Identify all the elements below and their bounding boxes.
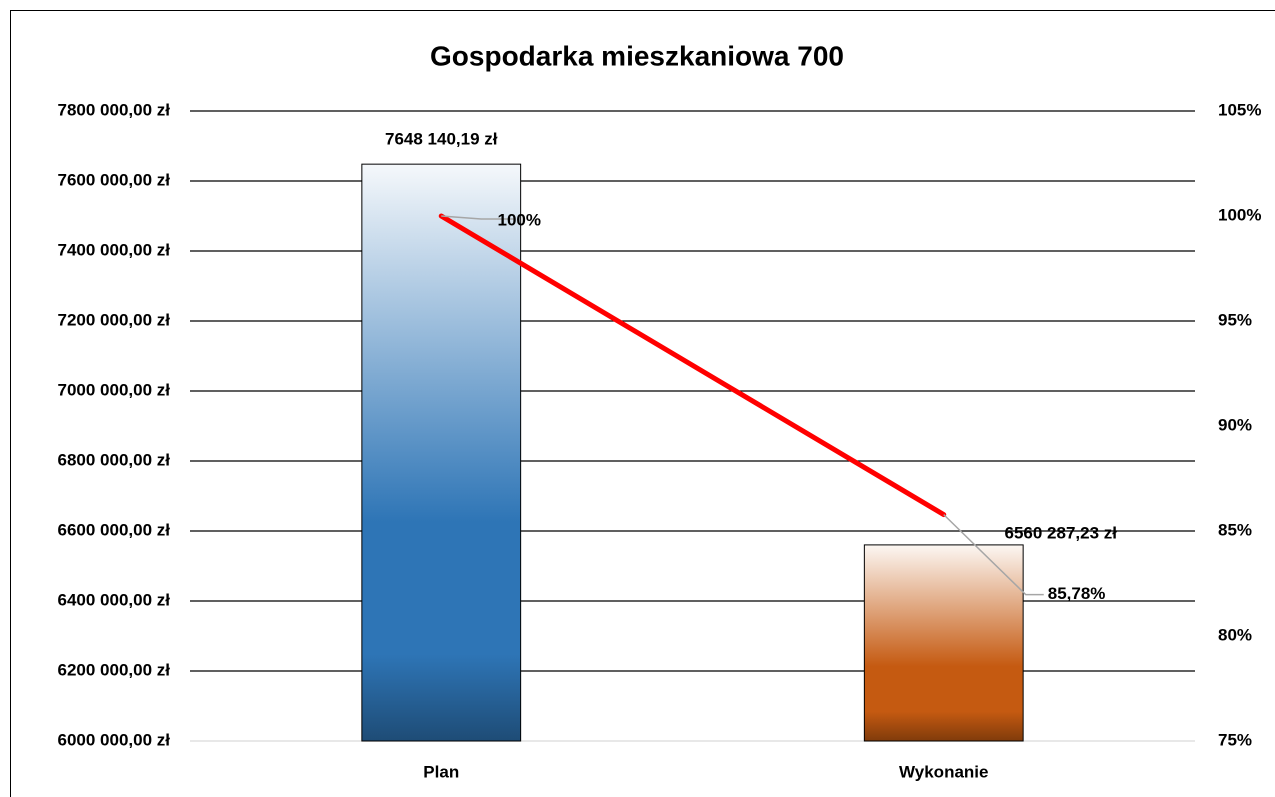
y-tick-label: 6000 000,00 zł	[58, 730, 171, 749]
y2-tick-label: 75%	[1218, 730, 1252, 749]
y2-tick-label: 90%	[1218, 415, 1252, 434]
y-tick-label: 7200 000,00 zł	[58, 310, 171, 329]
data-label: 6560 287,23 zł	[1005, 523, 1118, 542]
y-tick-label: 7400 000,00 zł	[58, 240, 171, 259]
x-tick-label: Plan	[423, 762, 459, 781]
x-tick-label: Wykonanie	[899, 762, 988, 781]
bar	[361, 163, 522, 742]
y-tick-label: 6200 000,00 zł	[58, 660, 171, 679]
y2-tick-label: 80%	[1218, 625, 1252, 644]
y2-tick-label: 100%	[1218, 205, 1261, 224]
leader-line	[441, 215, 516, 220]
line	[438, 213, 947, 518]
bar	[863, 544, 1024, 742]
chart-title: Gospodarka mieszkaniowa 700	[430, 40, 844, 71]
y-tick-label: 6600 000,00 zł	[58, 520, 171, 539]
y2-tick-label: 105%	[1218, 100, 1261, 119]
data-label: 7648 140,19 zł	[385, 130, 498, 149]
y-tick-label: 7600 000,00 zł	[58, 170, 171, 189]
leader-line	[943, 514, 1044, 596]
y-tick-label: 6800 000,00 zł	[58, 450, 171, 469]
y2-tick-label: 85%	[1218, 520, 1252, 539]
data-label: 100%	[498, 210, 541, 229]
y-tick-label: 7000 000,00 zł	[58, 380, 171, 399]
y-tick-label: 6400 000,00 zł	[58, 590, 171, 609]
chart-frame	[10, 10, 1275, 797]
y-tick-label: 7800 000,00 zł	[58, 100, 171, 119]
y2-tick-label: 95%	[1218, 310, 1252, 329]
data-label: 85,78%	[1048, 584, 1106, 603]
